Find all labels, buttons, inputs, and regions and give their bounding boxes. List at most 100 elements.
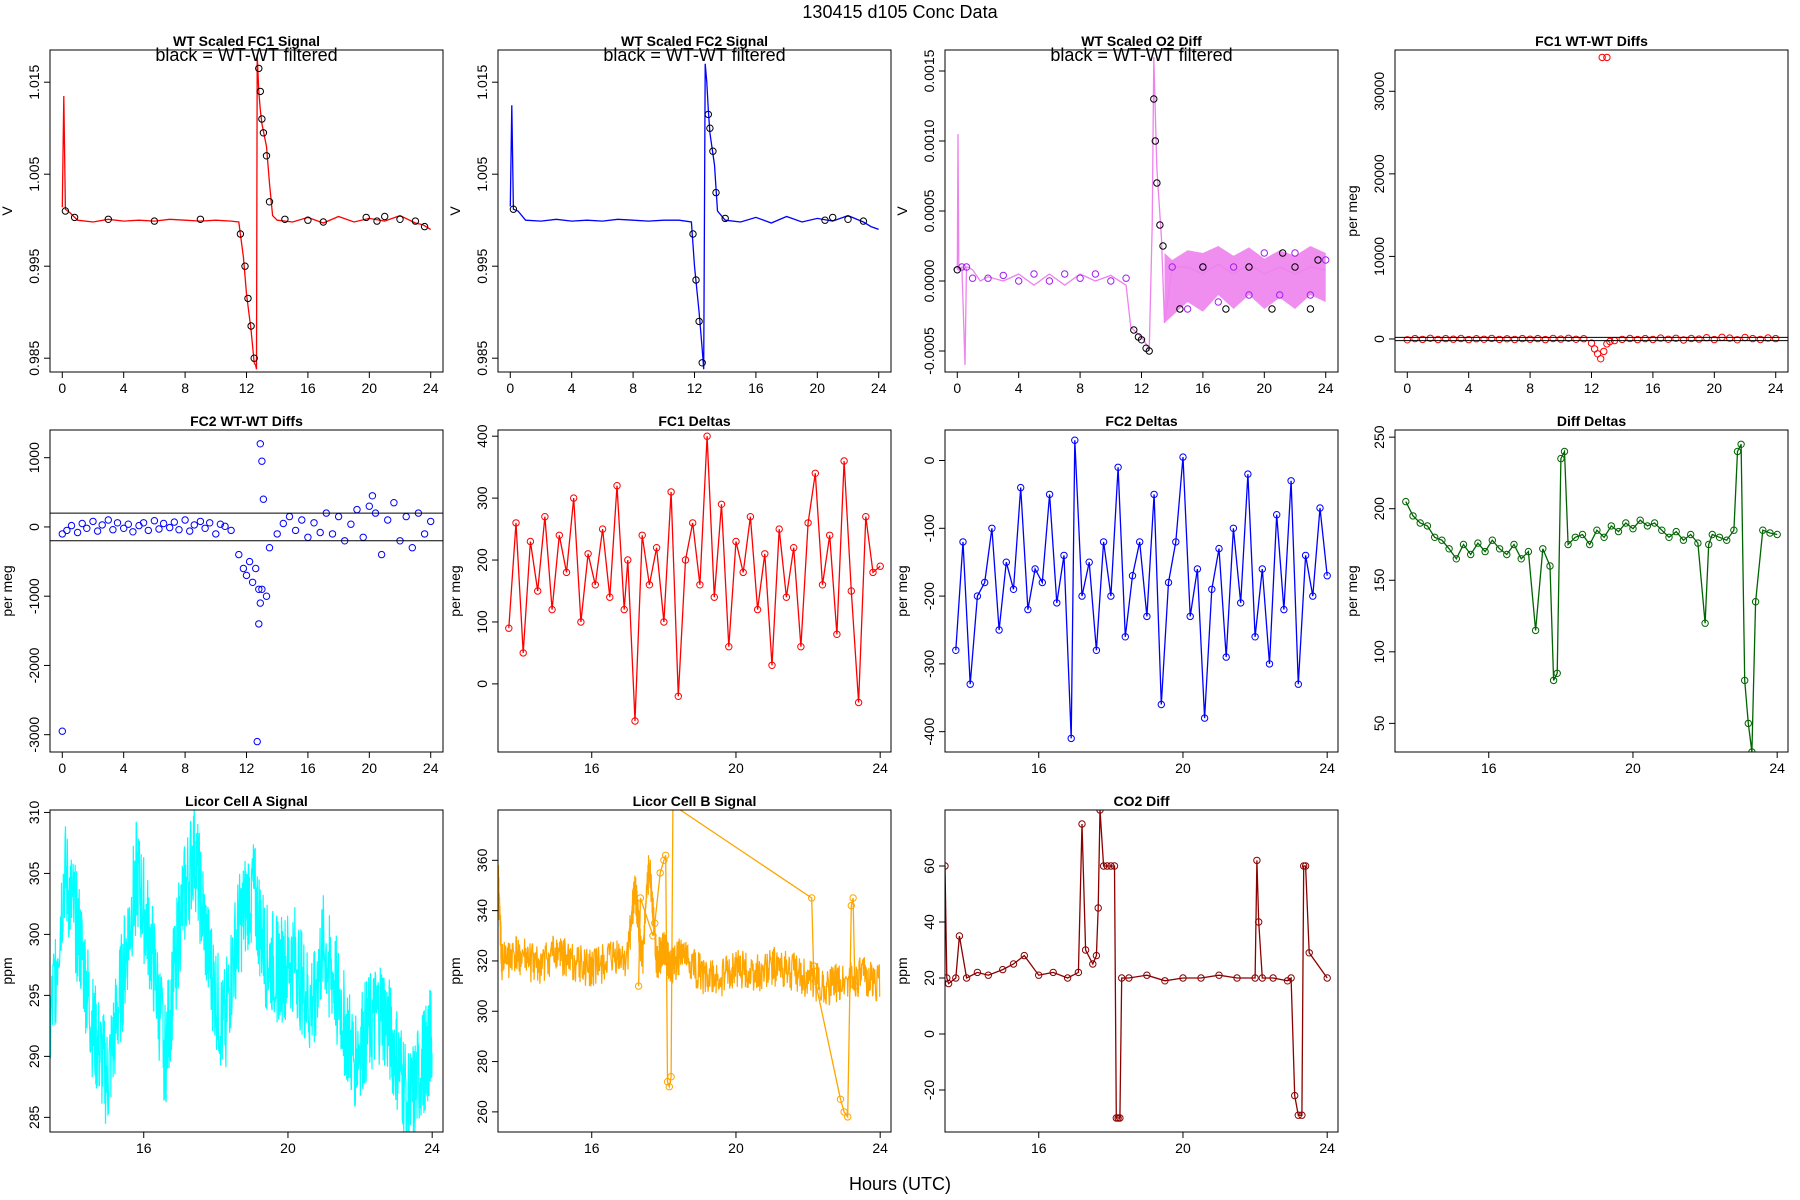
y-tick-label: 0.985 bbox=[26, 340, 42, 375]
series-line bbox=[509, 63, 879, 370]
data-point bbox=[1157, 700, 1166, 709]
data-point bbox=[1099, 862, 1108, 870]
y-tick-label: 100 bbox=[474, 610, 490, 634]
data-point bbox=[113, 519, 122, 527]
y-tick-label: 30000 bbox=[1371, 72, 1387, 111]
data-point bbox=[1672, 334, 1680, 342]
chart-panel-5: FC2 WT-WT Diffs per meg 0 4 8 12 16 20 24 -3000 -2… bbox=[0, 413, 444, 776]
data-point bbox=[1539, 545, 1547, 553]
x-tick-label: 8 bbox=[181, 760, 189, 776]
data-point bbox=[319, 218, 327, 226]
data-point bbox=[1276, 291, 1284, 299]
data-point bbox=[1411, 334, 1419, 343]
data-point bbox=[170, 518, 179, 526]
data-point bbox=[1426, 334, 1435, 342]
data-point bbox=[1549, 334, 1557, 343]
data-point bbox=[1298, 1111, 1306, 1119]
data-point bbox=[216, 520, 225, 528]
data-point bbox=[981, 578, 989, 587]
data-point bbox=[265, 544, 274, 552]
data-point bbox=[1546, 562, 1554, 570]
data-point bbox=[239, 564, 248, 573]
data-point bbox=[1474, 539, 1482, 547]
data-point bbox=[1287, 477, 1295, 485]
data-point bbox=[505, 624, 513, 632]
x-tick-label: 0 bbox=[1403, 380, 1411, 396]
data-point bbox=[1636, 516, 1644, 524]
data-point bbox=[1715, 533, 1724, 541]
data-point bbox=[109, 526, 117, 534]
x-tick-label: 24 bbox=[423, 760, 439, 776]
data-point bbox=[1656, 334, 1665, 342]
data-point bbox=[63, 526, 71, 535]
data-point bbox=[1708, 530, 1717, 539]
data-point bbox=[1431, 533, 1439, 541]
y-tick-label: -20 bbox=[921, 1080, 937, 1100]
data-point bbox=[1687, 530, 1695, 539]
data-point bbox=[120, 524, 128, 532]
data-point bbox=[706, 124, 714, 132]
data-point bbox=[696, 581, 704, 589]
y-tick-label: 285 bbox=[26, 1105, 42, 1129]
data-point bbox=[1557, 335, 1565, 343]
data-point bbox=[1679, 536, 1688, 544]
data-point bbox=[396, 215, 404, 224]
data-point bbox=[1549, 676, 1558, 685]
data-point bbox=[1074, 968, 1083, 977]
data-point bbox=[227, 526, 235, 535]
data-point bbox=[166, 523, 174, 532]
x-tick-label: 16 bbox=[1481, 760, 1497, 776]
data-point bbox=[1488, 334, 1496, 343]
data-point bbox=[1323, 572, 1331, 580]
data-point bbox=[1076, 274, 1084, 282]
data-point bbox=[962, 263, 971, 271]
y-tick-label: 1.005 bbox=[26, 156, 42, 191]
data-point bbox=[562, 568, 571, 577]
data-point bbox=[1557, 454, 1565, 463]
y-tick-label: 0 bbox=[921, 456, 937, 464]
data-point bbox=[1749, 334, 1757, 343]
data-point bbox=[1503, 550, 1511, 559]
data-point bbox=[244, 294, 252, 303]
data-point bbox=[252, 564, 260, 573]
series-line bbox=[956, 56, 1326, 366]
data-point bbox=[196, 215, 205, 224]
data-point bbox=[1495, 335, 1504, 344]
data-point bbox=[1730, 526, 1738, 534]
data-point bbox=[362, 213, 370, 222]
plot-frame bbox=[497, 429, 892, 753]
data-point bbox=[1597, 355, 1605, 363]
data-point bbox=[1423, 522, 1432, 530]
data-point bbox=[710, 593, 718, 601]
data-point bbox=[999, 271, 1007, 280]
data-point bbox=[241, 262, 249, 270]
y-tick-label: 20000 bbox=[1371, 154, 1387, 193]
x-tick-label: 0 bbox=[506, 380, 514, 396]
data-point bbox=[1251, 974, 1259, 982]
data-point bbox=[638, 531, 646, 539]
data-point bbox=[1614, 527, 1623, 536]
data-point bbox=[849, 894, 857, 902]
y-tick-label: 0.995 bbox=[474, 248, 490, 283]
data-point bbox=[1658, 526, 1666, 534]
x-tick-label: 8 bbox=[1076, 380, 1084, 396]
data-point bbox=[129, 528, 137, 536]
y-tick-label: 400 bbox=[474, 424, 490, 448]
data-point bbox=[746, 513, 755, 521]
panel-title: Licor Cell A Signal bbox=[185, 793, 308, 809]
panel-annotation: black = WT-WT filtered bbox=[1050, 45, 1232, 65]
data-point bbox=[78, 519, 86, 528]
data-point bbox=[1643, 522, 1652, 530]
data-point bbox=[104, 516, 113, 524]
data-point bbox=[854, 698, 863, 707]
data-point bbox=[667, 1073, 675, 1081]
data-point bbox=[555, 531, 563, 539]
data-point bbox=[291, 526, 300, 535]
data-point bbox=[1622, 519, 1630, 527]
data-point bbox=[999, 965, 1007, 974]
data-point bbox=[840, 457, 848, 465]
data-point bbox=[316, 528, 324, 537]
data-point bbox=[973, 592, 982, 600]
x-tick-label: 24 bbox=[1318, 380, 1334, 396]
data-point bbox=[1161, 977, 1169, 985]
